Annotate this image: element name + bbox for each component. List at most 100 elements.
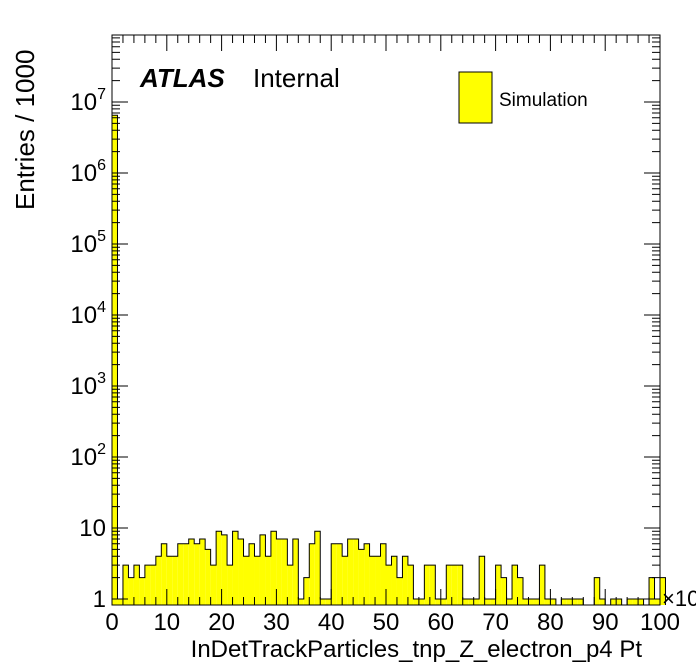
y-tick-label: 104	[70, 299, 106, 329]
histogram-bar	[331, 543, 337, 605]
histogram-bar	[232, 531, 239, 605]
histogram-bar	[281, 538, 288, 605]
histogram-bar	[473, 599, 480, 605]
histogram-bar	[177, 543, 184, 605]
histogram-bar	[495, 565, 502, 605]
histogram-bar	[506, 599, 513, 605]
histogram-bar	[413, 599, 419, 605]
y-tick-label: 103	[70, 370, 106, 400]
atlas-status-label: Internal	[253, 63, 340, 93]
histogram-bar	[479, 556, 485, 605]
histogram-bar	[616, 599, 622, 605]
histogram-bar	[649, 577, 655, 605]
histogram-bar	[210, 565, 217, 605]
histogram-bar	[654, 599, 660, 605]
histogram-bar	[435, 599, 441, 605]
histogram-outline	[111, 114, 666, 606]
histogram-bar	[572, 599, 578, 605]
histogram-bar	[528, 599, 534, 605]
histogram-bar	[523, 599, 529, 605]
histogram-bar	[599, 599, 606, 605]
histogram-bar	[610, 599, 617, 605]
histogram-bar	[544, 599, 551, 605]
histogram-bar	[238, 538, 244, 605]
histogram-bar	[407, 565, 414, 605]
histogram-bar	[144, 565, 151, 605]
histogram-bar	[424, 565, 430, 605]
histogram-bar	[227, 565, 233, 605]
histogram-bar	[566, 599, 573, 605]
y-tick-base: 10	[70, 160, 97, 187]
y-tick-base: 10	[70, 444, 97, 471]
histogram-bar	[166, 556, 173, 605]
plot-frame	[111, 34, 661, 606]
histogram-bar	[533, 599, 540, 605]
x-tick-label: 50	[373, 609, 400, 636]
axis-ticks	[111, 35, 661, 605]
histogram-bar	[122, 565, 129, 605]
histogram-bar	[133, 565, 140, 605]
histogram-bar	[303, 577, 310, 605]
y-tick-base: 10	[79, 515, 106, 542]
y-tick-base: 10	[70, 302, 97, 329]
histogram-bar	[243, 556, 249, 605]
histogram-bar	[402, 556, 408, 605]
histogram-bar	[386, 565, 392, 605]
histogram-bar	[490, 599, 496, 605]
y-tick-base: 10	[70, 373, 97, 400]
y-tick-exponent: 2	[97, 441, 106, 458]
histogram-bar	[216, 531, 222, 605]
histogram-bar	[112, 115, 118, 606]
y-tick-label: 105	[70, 228, 106, 258]
y-tick-exponent: 5	[97, 228, 106, 245]
histogram-bar	[150, 565, 156, 605]
histogram-bar	[396, 577, 403, 605]
histogram-bar	[550, 599, 556, 605]
y-tick-label: 106	[70, 157, 106, 187]
x-tick-label: 10	[153, 609, 180, 636]
histogram-bar	[638, 599, 644, 605]
histogram-bar	[512, 565, 518, 605]
histogram-bar	[325, 599, 332, 605]
x-tick-label: 80	[537, 609, 564, 636]
histogram-bar	[517, 577, 523, 605]
histogram-bar	[276, 538, 282, 605]
y-tick-exponent: 4	[97, 299, 106, 316]
histogram-bar	[451, 565, 458, 605]
x-tick-label: 60	[427, 609, 454, 636]
histogram-bar	[369, 556, 376, 605]
x-tick-label: 90	[592, 609, 619, 636]
x-axis-title: InDetTrackParticles_tnp_Z_electron_p4 Pt	[191, 636, 643, 663]
x-tick-label: 70	[482, 609, 509, 636]
histogram-bar	[139, 577, 145, 605]
histogram-bar	[188, 538, 195, 605]
legend-swatch-simulation	[458, 71, 493, 124]
histogram-bar	[375, 556, 381, 605]
legend-label-simulation: Simulation	[499, 90, 588, 111]
histogram-bar	[298, 599, 304, 605]
legend: Simulation	[458, 71, 588, 124]
histogram-bar	[199, 538, 206, 605]
y-tick-label: 107	[70, 86, 106, 116]
histogram-bar	[364, 543, 370, 605]
histogram-bar	[484, 599, 491, 605]
histogram-bar	[265, 556, 271, 605]
histogram-bar	[309, 543, 315, 605]
histogram-bar	[429, 565, 436, 605]
y-tick-label: 10	[79, 515, 106, 542]
histogram-bar	[314, 531, 321, 605]
x-tick-label: 0	[105, 609, 118, 636]
histogram-bar	[380, 543, 386, 605]
y-axis-title: Entries / 1000	[10, 50, 40, 210]
y-tick-label: 102	[70, 441, 106, 471]
y-tick-exponent: 3	[97, 370, 106, 387]
histogram-bar	[627, 599, 633, 605]
histogram-bar	[446, 565, 452, 605]
histogram-bar	[391, 556, 397, 605]
x-axis-multiplier: ×10	[662, 586, 696, 611]
histogram-bar	[457, 565, 463, 605]
histogram-bar	[632, 599, 639, 605]
histogram-bar	[468, 599, 474, 605]
histogram-bar	[161, 543, 167, 605]
histogram-bar	[539, 565, 545, 605]
